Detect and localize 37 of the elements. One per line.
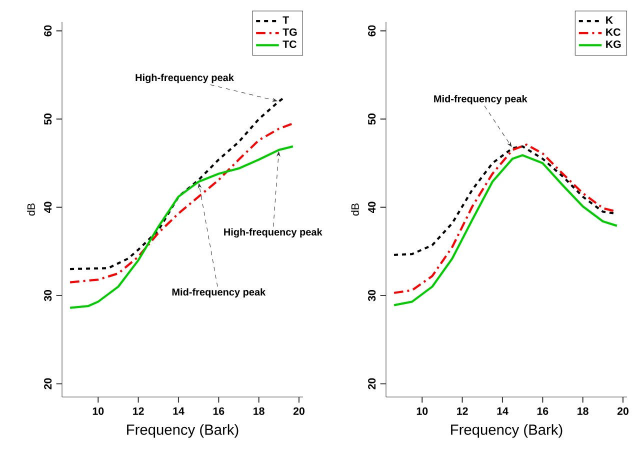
x-axis-title: Frequency (Bark) [451,424,562,438]
y-axis-title: dB [27,204,35,216]
y-axis-title: dB [351,204,359,216]
legend-label: TG [282,28,297,36]
x-tick-label: 12 [457,407,468,415]
x-tick-label: 10 [92,407,104,415]
y-tick-label: 60 [368,25,376,36]
y-tick-label: 20 [44,378,52,390]
annotation: High-frequency peak [224,228,322,238]
x-axis-title: Frequency (Bark) [127,424,238,438]
annotation: Mid-frequency peak [434,94,528,104]
legend-label: KC [606,28,620,36]
legend-label: KG [606,40,621,48]
y-tick-label: 20 [368,378,376,390]
line-series [392,145,616,256]
x-tick-label: 16 [213,407,224,415]
x-tick-label: 18 [578,407,588,415]
y-tick-label: 50 [44,114,52,125]
y-tick-label: 40 [44,202,52,214]
x-tick-label: 14 [173,407,184,415]
y-tick-label: 40 [368,202,376,214]
legend-label: T [282,16,289,24]
x-tick-label: 16 [537,407,548,415]
y-tick-label: 30 [44,290,52,302]
annotation: High-frequency peak [136,74,234,84]
x-tick-label: 18 [254,407,264,415]
legend-label: TC [282,40,297,48]
y-tick-label: 50 [368,114,376,125]
annotation: Mid-frequency peak [172,288,266,298]
x-tick-label: 10 [416,407,428,415]
x-tick-label: 20 [293,407,304,415]
x-tick-label: 14 [497,407,508,415]
x-tick-label: 12 [133,407,144,415]
legend-label: K [606,16,614,24]
y-tick-label: 30 [368,290,376,302]
x-tick-label: 20 [617,407,628,415]
y-tick-label: 60 [44,25,52,36]
